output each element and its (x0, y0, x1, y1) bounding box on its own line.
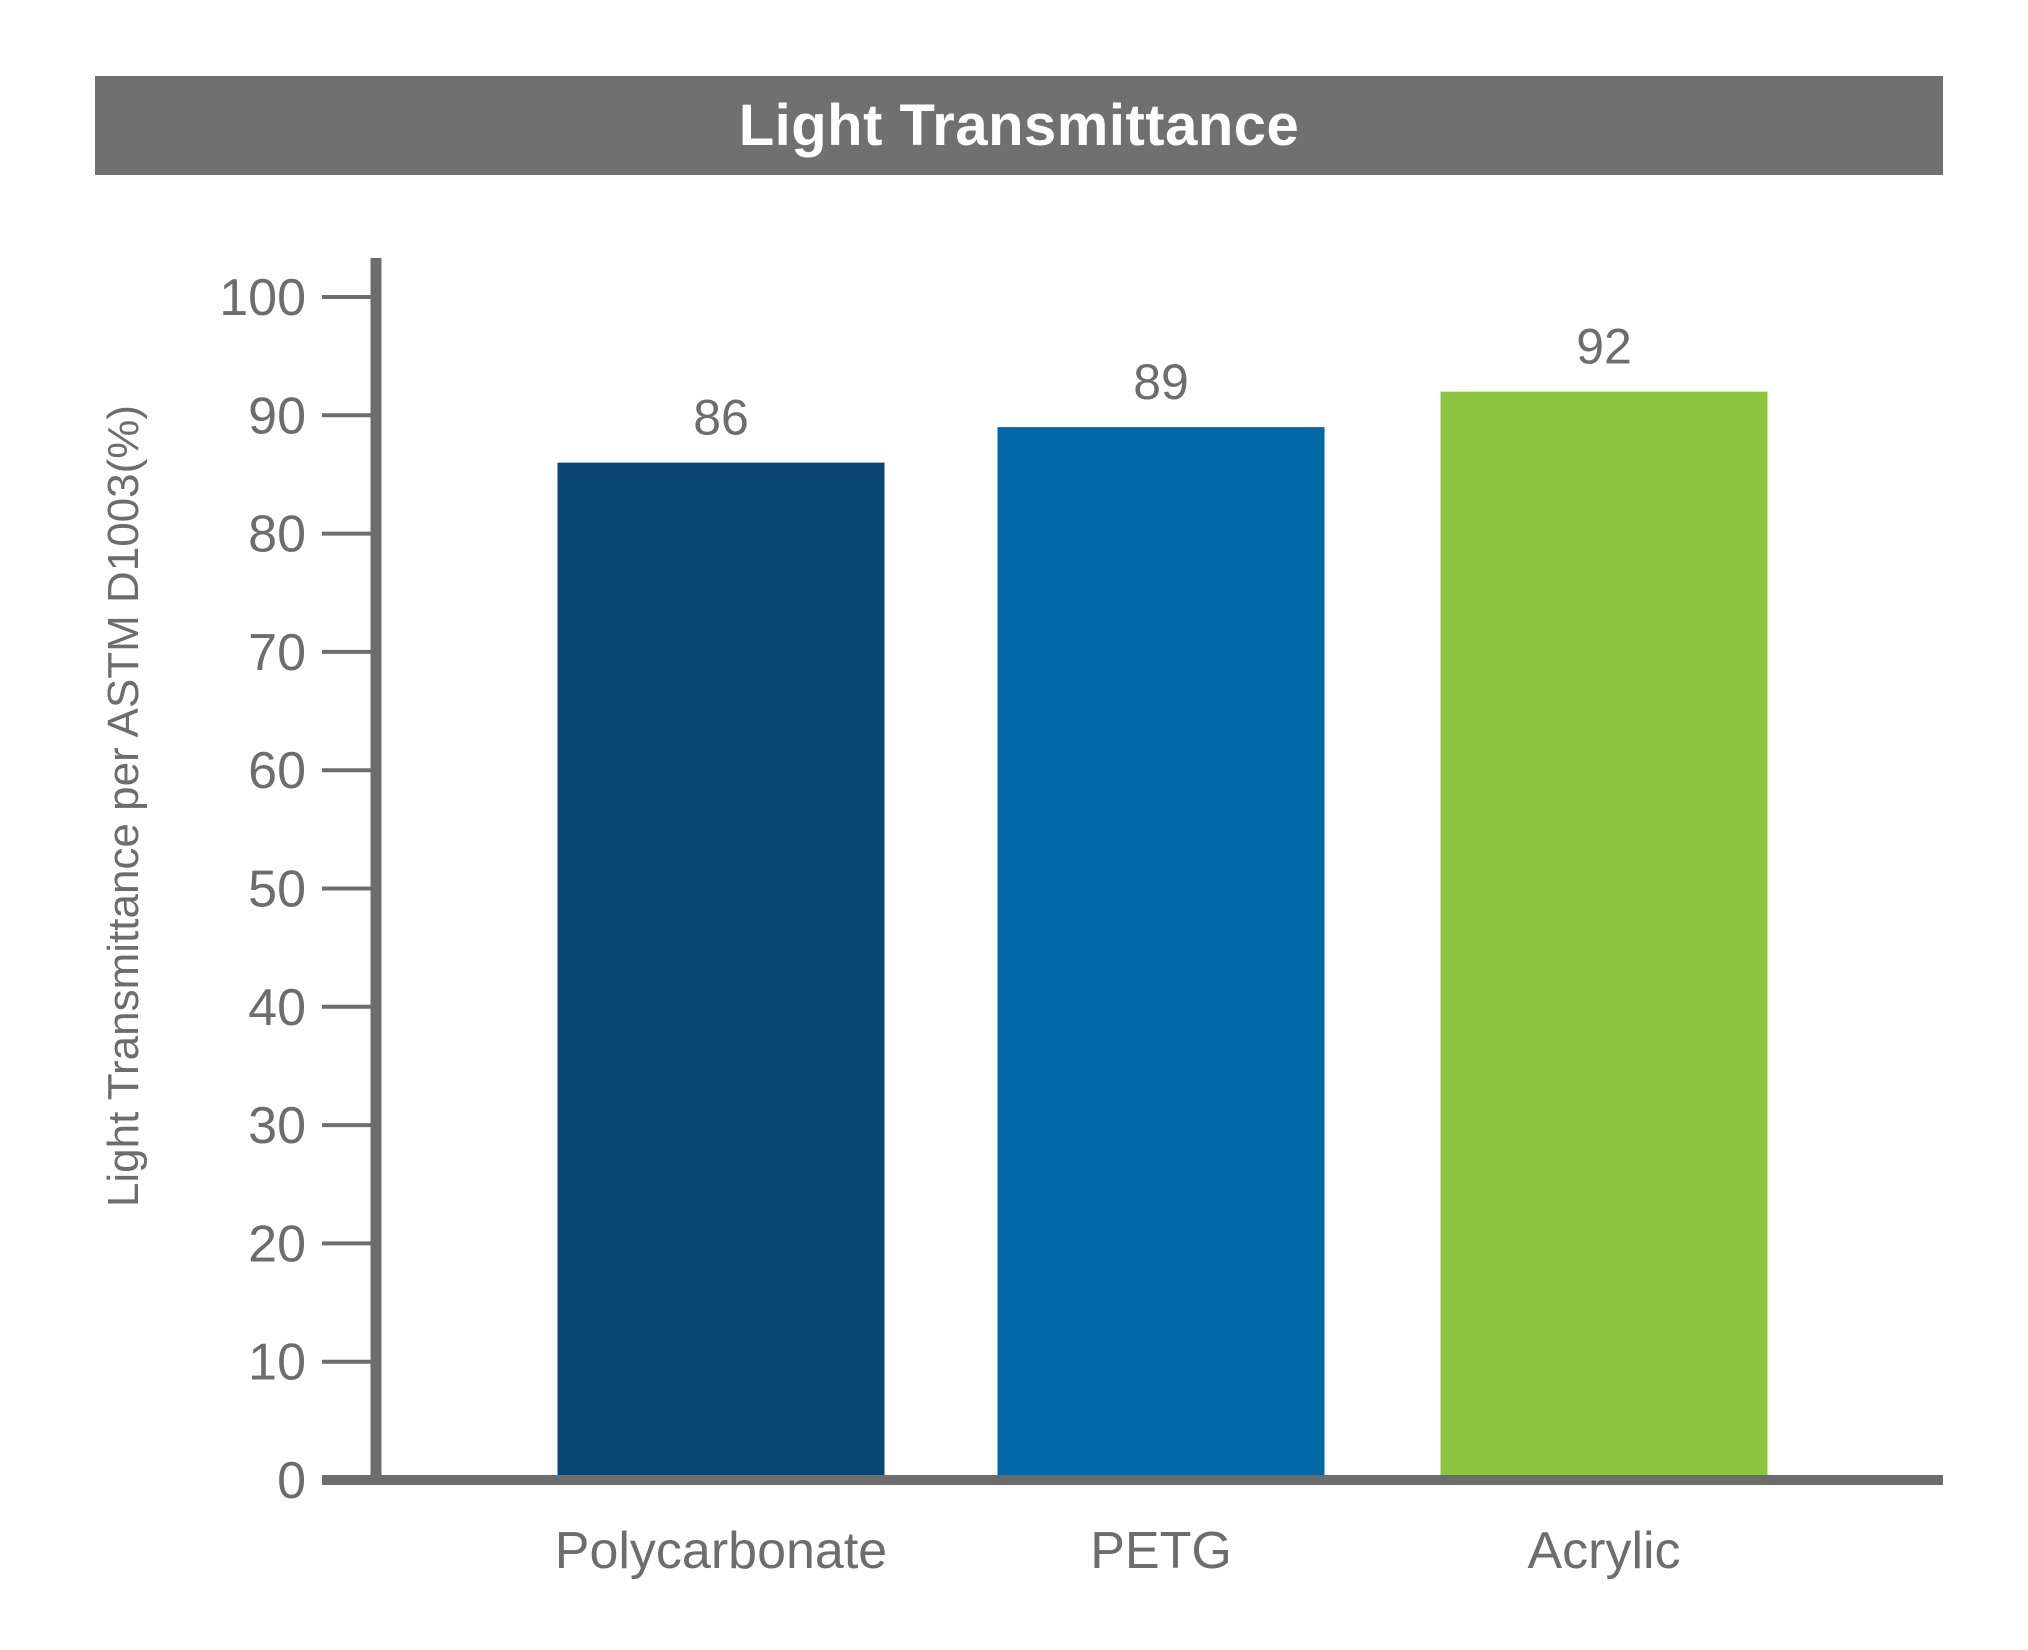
y-ticks-layer (322, 295, 376, 1482)
data-label-polycarbonate: 86 (693, 390, 749, 446)
y-tick-label: 100 (219, 269, 306, 327)
data-label-petg: 89 (1133, 354, 1189, 410)
y-axis-title: Light Transmittance per ASTM D1003(%) (99, 405, 148, 1207)
y-tick-label: 20 (248, 1215, 306, 1273)
y-tick-label: 30 (248, 1097, 306, 1155)
chart-title: Light Transmittance (738, 93, 1300, 158)
labels-layer: 86 Polycarbonate 89 PETG 92 Acrylic 0 10 20 30 40 5… (219, 269, 1680, 1580)
y-tick-label: 50 (248, 861, 306, 919)
y-tick-label: 80 (248, 506, 306, 564)
x-tick-label-acrylic: Acrylic (1527, 1522, 1680, 1580)
y-tick-label: 40 (248, 979, 306, 1037)
data-label-acrylic: 92 (1576, 319, 1632, 375)
x-tick-label-petg: PETG (1090, 1522, 1232, 1580)
bar-polycarbonate (557, 462, 885, 1480)
y-tick-label: 60 (248, 742, 306, 800)
y-tick-label: 0 (277, 1452, 306, 1510)
y-tick-label: 10 (248, 1334, 306, 1392)
axes-layer (322, 258, 1943, 1485)
y-tick-label: 90 (248, 387, 306, 445)
x-tick-label-polycarbonate: Polycarbonate (555, 1522, 887, 1580)
bar-acrylic (1440, 391, 1768, 1480)
bars-layer (557, 391, 1768, 1480)
y-tick-label: 70 (248, 624, 306, 682)
bar-petg (997, 427, 1325, 1480)
chart-title-bar: Light Transmittance (95, 76, 1943, 175)
